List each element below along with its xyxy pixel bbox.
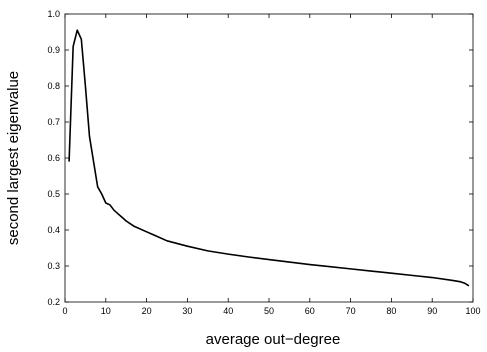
y-tick-label: 0.7 — [47, 117, 60, 127]
y-tick-label: 0.4 — [47, 225, 60, 235]
x-tick-label: 90 — [427, 306, 437, 316]
plot-area: 0 10 20 30 40 50 60 70 80 90 100 0.2 0.3 0.4 0.5 0.6 0.7… — [47, 9, 480, 316]
y-tick-label: 0.6 — [47, 153, 60, 163]
y-tick-label: 0.8 — [47, 81, 60, 91]
x-tick-label: 10 — [101, 306, 111, 316]
y-axis-label-group: second largest eigenvalue — [5, 71, 22, 245]
y-tick-label: 0.5 — [47, 189, 60, 199]
x-tick-label: 40 — [223, 306, 233, 316]
y-tick-label: 0.9 — [47, 45, 60, 55]
y-axis-label: second largest eigenvalue — [5, 71, 22, 245]
x-tick-label: 0 — [62, 306, 67, 316]
x-tick-label: 20 — [142, 306, 152, 316]
x-tick-label: 100 — [465, 306, 480, 316]
x-tick-label: 30 — [182, 306, 192, 316]
x-tick-label: 80 — [386, 306, 396, 316]
x-tick-label: 50 — [264, 306, 274, 316]
y-tick-label: 0.3 — [47, 261, 60, 271]
series-line — [68, 29, 470, 287]
y-tick-label: 0.2 — [47, 297, 60, 307]
y-tick-label: 1.0 — [47, 9, 60, 19]
x-tick-label: 60 — [305, 306, 315, 316]
x-tick-label: 70 — [346, 306, 356, 316]
x-axis-label: average out−degree — [206, 331, 341, 348]
